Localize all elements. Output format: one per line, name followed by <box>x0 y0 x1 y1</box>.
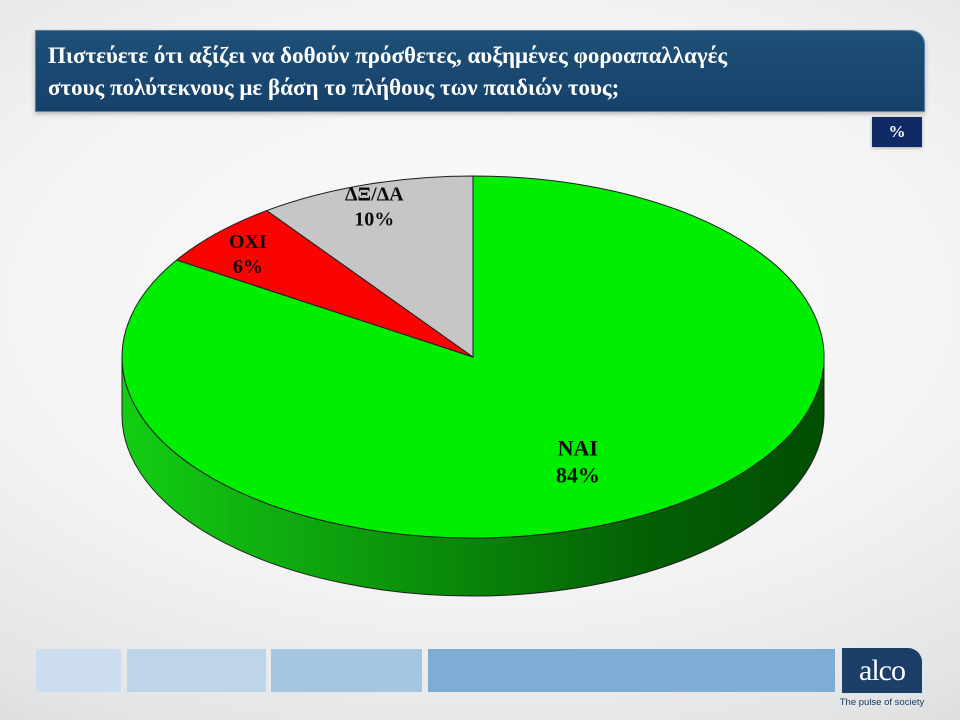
pie-slices <box>121 175 825 539</box>
percent-unit-badge: % <box>872 117 922 147</box>
question-title-box: Πιστεύετε ότι αξίζει να δοθούν πρόσθετες… <box>35 30 925 112</box>
pie-labels: ΝΑΙ 84% ΟΧΙ 6% ΔΞ/ΔΑ 10% <box>229 183 600 487</box>
footer-bar <box>428 649 835 692</box>
pie-label-ΔΞ/ΔΑ: ΔΞ/ΔΑ 10% <box>345 183 404 230</box>
pie-label-ΝΑΙ: ΝΑΙ 84% <box>556 435 600 487</box>
pie-slice-ΔΞ/ΔΑ <box>266 175 474 358</box>
alco-logo: alco <box>842 648 922 693</box>
pie-label-ΟΧΙ: ΟΧΙ 6% <box>229 231 267 278</box>
footer-bar <box>271 649 422 692</box>
alco-tagline: The pulse of society <box>839 697 925 708</box>
question-title-line-1: Πιστεύετε ότι αξίζει να δοθούν πρόσθετες… <box>48 43 728 68</box>
footer-bar <box>127 649 266 692</box>
question-title-line-2: στους πολύτεκνους με βάση το πλήθους των… <box>48 75 620 100</box>
pie-slice-ΟΧΙ <box>176 210 474 358</box>
footer-bar <box>36 649 121 692</box>
